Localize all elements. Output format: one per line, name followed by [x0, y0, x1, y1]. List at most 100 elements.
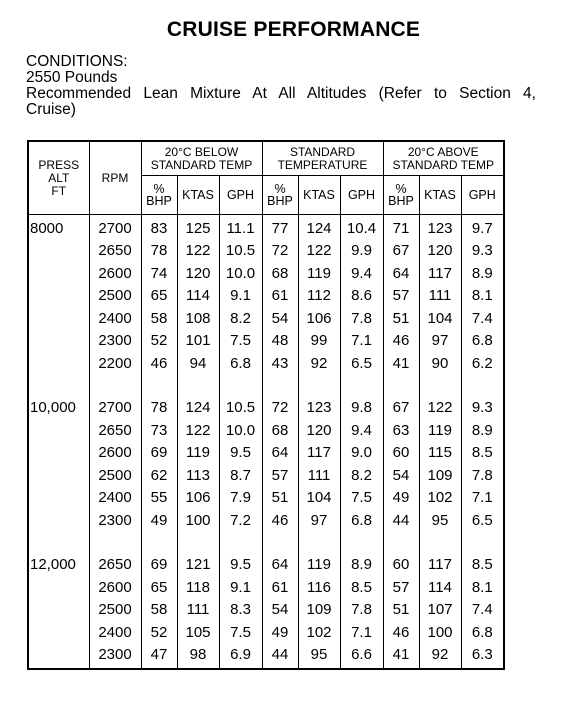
- bhp-above-cell: 41: [382, 352, 420, 375]
- table-row: 2300 47 98 6.9 44 95 6.6 41 92 6.3: [27, 643, 505, 669]
- rpm-cell: 2500: [88, 598, 142, 621]
- spacer-cell: [339, 374, 384, 397]
- gph-standard-cell: 7.1: [339, 621, 384, 644]
- bhp-below-cell: 52: [140, 621, 178, 644]
- ktas-below-cell: 120: [176, 262, 220, 285]
- gph-above-cell: 8.9: [460, 419, 505, 442]
- gph-above-cell: 6.8: [460, 621, 505, 644]
- bhp-standard-cell: 77: [261, 214, 299, 240]
- ktas-standard-cell: 120: [297, 419, 341, 442]
- gph-below-cell: 8.3: [218, 598, 263, 621]
- rpm-cell: 2600: [88, 576, 142, 599]
- ktas-standard-cell: 111: [297, 464, 341, 487]
- bhp-below-cell: 78: [140, 239, 178, 262]
- bhp-standard-cell: 54: [261, 307, 299, 330]
- ktas-standard-cell: 109: [297, 598, 341, 621]
- header-bhp-label: BHP: [388, 194, 414, 208]
- altitude-cell: [27, 464, 90, 487]
- gph-standard-cell: 7.5: [339, 486, 384, 509]
- altitude-cell: [27, 352, 90, 375]
- ktas-standard-cell: 116: [297, 576, 341, 599]
- table-body: 8000 2700 83 125 11.1 77 124 10.4 71 123 9.7 2650 78…: [27, 214, 505, 669]
- altitude-cell: [27, 329, 90, 352]
- altitude-cell: [27, 262, 90, 285]
- gph-below-cell: 7.5: [218, 621, 263, 644]
- gph-standard-cell: 8.5: [339, 576, 384, 599]
- table-row: 2300 52 101 7.5 48 99 7.1 46 97 6.8: [27, 329, 505, 352]
- table-row: 10,000 2700 78 124 10.5 72 123 9.8 67 122 9.3: [27, 396, 505, 419]
- gph-below-cell: 9.5: [218, 441, 263, 464]
- header-ktas: KTAS: [297, 175, 341, 215]
- gph-above-cell: 6.5: [460, 509, 505, 532]
- bhp-standard-cell: 54: [261, 598, 299, 621]
- ktas-standard-cell: 97: [297, 509, 341, 532]
- ktas-below-cell: 94: [176, 352, 220, 375]
- bhp-below-cell: 46: [140, 352, 178, 375]
- gph-below-cell: 6.8: [218, 352, 263, 375]
- spacer-cell: [176, 374, 220, 397]
- ktas-above-cell: 92: [418, 643, 462, 669]
- header-bhp: % BHP: [140, 175, 178, 215]
- bhp-above-cell: 57: [382, 284, 420, 307]
- rpm-cell: 2500: [88, 464, 142, 487]
- rpm-cell: 2400: [88, 486, 142, 509]
- ktas-below-cell: 98: [176, 643, 220, 669]
- gph-standard-cell: 9.4: [339, 419, 384, 442]
- rpm-cell: 2400: [88, 621, 142, 644]
- table-row: 2400 58 108 8.2 54 106 7.8 51 104 7.4: [27, 307, 505, 330]
- header-group-below-line2: STANDARD TEMP: [150, 157, 253, 172]
- bhp-above-cell: 67: [382, 396, 420, 419]
- header-rpm: RPM: [88, 140, 142, 215]
- altitude-cell: [27, 621, 90, 644]
- gph-standard-cell: 9.9: [339, 239, 384, 262]
- bhp-below-cell: 83: [140, 214, 178, 240]
- ktas-below-cell: 100: [176, 509, 220, 532]
- bhp-standard-cell: 61: [261, 284, 299, 307]
- gph-below-cell: 10.0: [218, 419, 263, 442]
- gph-standard-cell: 7.1: [339, 329, 384, 352]
- spacer-cell: [418, 531, 462, 554]
- header-bhp-label: BHP: [267, 194, 293, 208]
- ktas-below-cell: 125: [176, 214, 220, 240]
- ktas-above-cell: 95: [418, 509, 462, 532]
- header-press-alt: PRESS ALT FT: [27, 140, 90, 215]
- bhp-above-cell: 44: [382, 509, 420, 532]
- gph-standard-cell: 9.8: [339, 396, 384, 419]
- conditions-block: CONDITIONS: 2550 Pounds Recommended Lean…: [26, 54, 536, 118]
- bhp-below-cell: 69: [140, 553, 178, 576]
- bhp-below-cell: 47: [140, 643, 178, 669]
- gph-standard-cell: 8.6: [339, 284, 384, 307]
- header-group-standard-line1: STANDARD: [289, 144, 356, 159]
- header-bhp: % BHP: [261, 175, 299, 215]
- rpm-cell: 2300: [88, 329, 142, 352]
- gph-below-cell: 7.9: [218, 486, 263, 509]
- gph-above-cell: 9.7: [460, 214, 505, 240]
- bhp-below-cell: 78: [140, 396, 178, 419]
- spacer-cell: [297, 531, 341, 554]
- ktas-below-cell: 124: [176, 396, 220, 419]
- bhp-standard-cell: 72: [261, 396, 299, 419]
- header-gph: GPH: [218, 175, 263, 215]
- spacer-cell: [88, 531, 142, 554]
- gph-above-cell: 6.8: [460, 329, 505, 352]
- rpm-cell: 2700: [88, 214, 142, 240]
- altitude-cell: [27, 598, 90, 621]
- ktas-standard-cell: 112: [297, 284, 341, 307]
- rpm-cell: 2650: [88, 239, 142, 262]
- gph-above-cell: 8.5: [460, 553, 505, 576]
- bhp-above-cell: 67: [382, 239, 420, 262]
- gph-standard-cell: 7.8: [339, 307, 384, 330]
- gph-standard-cell: 8.9: [339, 553, 384, 576]
- spacer-cell: [460, 374, 505, 397]
- ktas-standard-cell: 117: [297, 441, 341, 464]
- gph-standard-cell: 6.8: [339, 509, 384, 532]
- bhp-above-cell: 46: [382, 621, 420, 644]
- altitude-cell: [27, 486, 90, 509]
- rpm-cell: 2300: [88, 643, 142, 669]
- spacer-cell: [460, 531, 505, 554]
- altitude-cell: [27, 576, 90, 599]
- ktas-standard-cell: 104: [297, 486, 341, 509]
- ktas-below-cell: 122: [176, 239, 220, 262]
- gph-above-cell: 7.4: [460, 307, 505, 330]
- ktas-below-cell: 108: [176, 307, 220, 330]
